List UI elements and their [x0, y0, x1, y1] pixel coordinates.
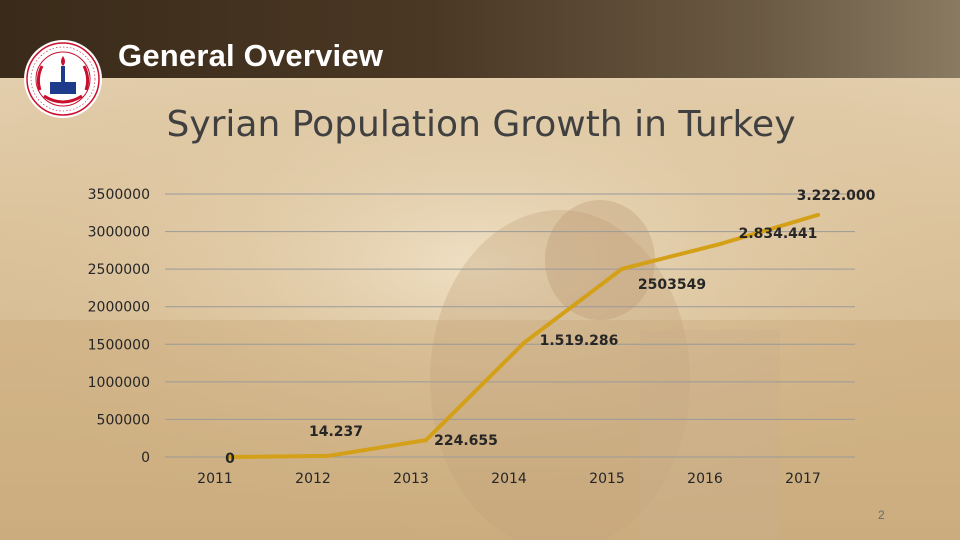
- data-label: 2503549: [638, 277, 706, 293]
- y-tick-label: 0: [141, 450, 150, 466]
- data-label: 1.519.286: [540, 333, 619, 349]
- data-point: [424, 438, 428, 443]
- x-tick-label: 2015: [589, 471, 625, 487]
- data-label: 0: [225, 451, 235, 467]
- header-title: General Overview: [118, 38, 384, 73]
- data-point: [620, 266, 624, 271]
- series-line: [228, 212, 820, 459]
- chart-title: Syrian Population Growth in Turkey: [166, 104, 796, 145]
- x-tick-label: 2012: [295, 471, 331, 487]
- data-point: [718, 242, 722, 247]
- x-tick-label: 2017: [785, 471, 821, 487]
- y-tick-label: 500000: [97, 412, 150, 428]
- background-field-scene: [0, 80, 960, 540]
- data-point: [228, 455, 232, 459]
- data-label: 2.834.441: [739, 226, 818, 242]
- data-point: [816, 212, 820, 217]
- y-tick-label: 3000000: [88, 225, 150, 241]
- y-tick-label: 1500000: [88, 337, 150, 353]
- chart-series: [228, 212, 820, 459]
- x-tick-label: 2016: [687, 471, 723, 487]
- data-label: 14.237: [309, 424, 363, 440]
- y-tick-label: 1000000: [88, 375, 150, 391]
- x-tick-label: 2011: [197, 471, 233, 487]
- y-tick-label: 2000000: [88, 300, 150, 316]
- data-point: [326, 453, 330, 458]
- x-tick-label: 2013: [393, 471, 429, 487]
- y-tick-label: 2500000: [88, 262, 150, 278]
- chart-data-labels: 0 14.237 224.655 1.519.286 2503549 2.834.441 3…: [225, 188, 876, 467]
- header-bar: [0, 0, 960, 78]
- data-label: 3.222.000: [797, 188, 876, 204]
- data-label: 224.655: [434, 433, 498, 449]
- chart-y-axis: 0 500000 1000000 1500000 2000000 2500000 30000…: [88, 187, 150, 466]
- ministry-emblem-icon: [24, 40, 102, 118]
- chart-x-axis: 2011 2012 2013 2014 2015 2016 2017: [197, 471, 821, 487]
- y-tick-label: 3500000: [88, 187, 150, 203]
- page-number: 2: [878, 508, 885, 522]
- x-tick-label: 2014: [491, 471, 527, 487]
- data-point: [522, 340, 526, 345]
